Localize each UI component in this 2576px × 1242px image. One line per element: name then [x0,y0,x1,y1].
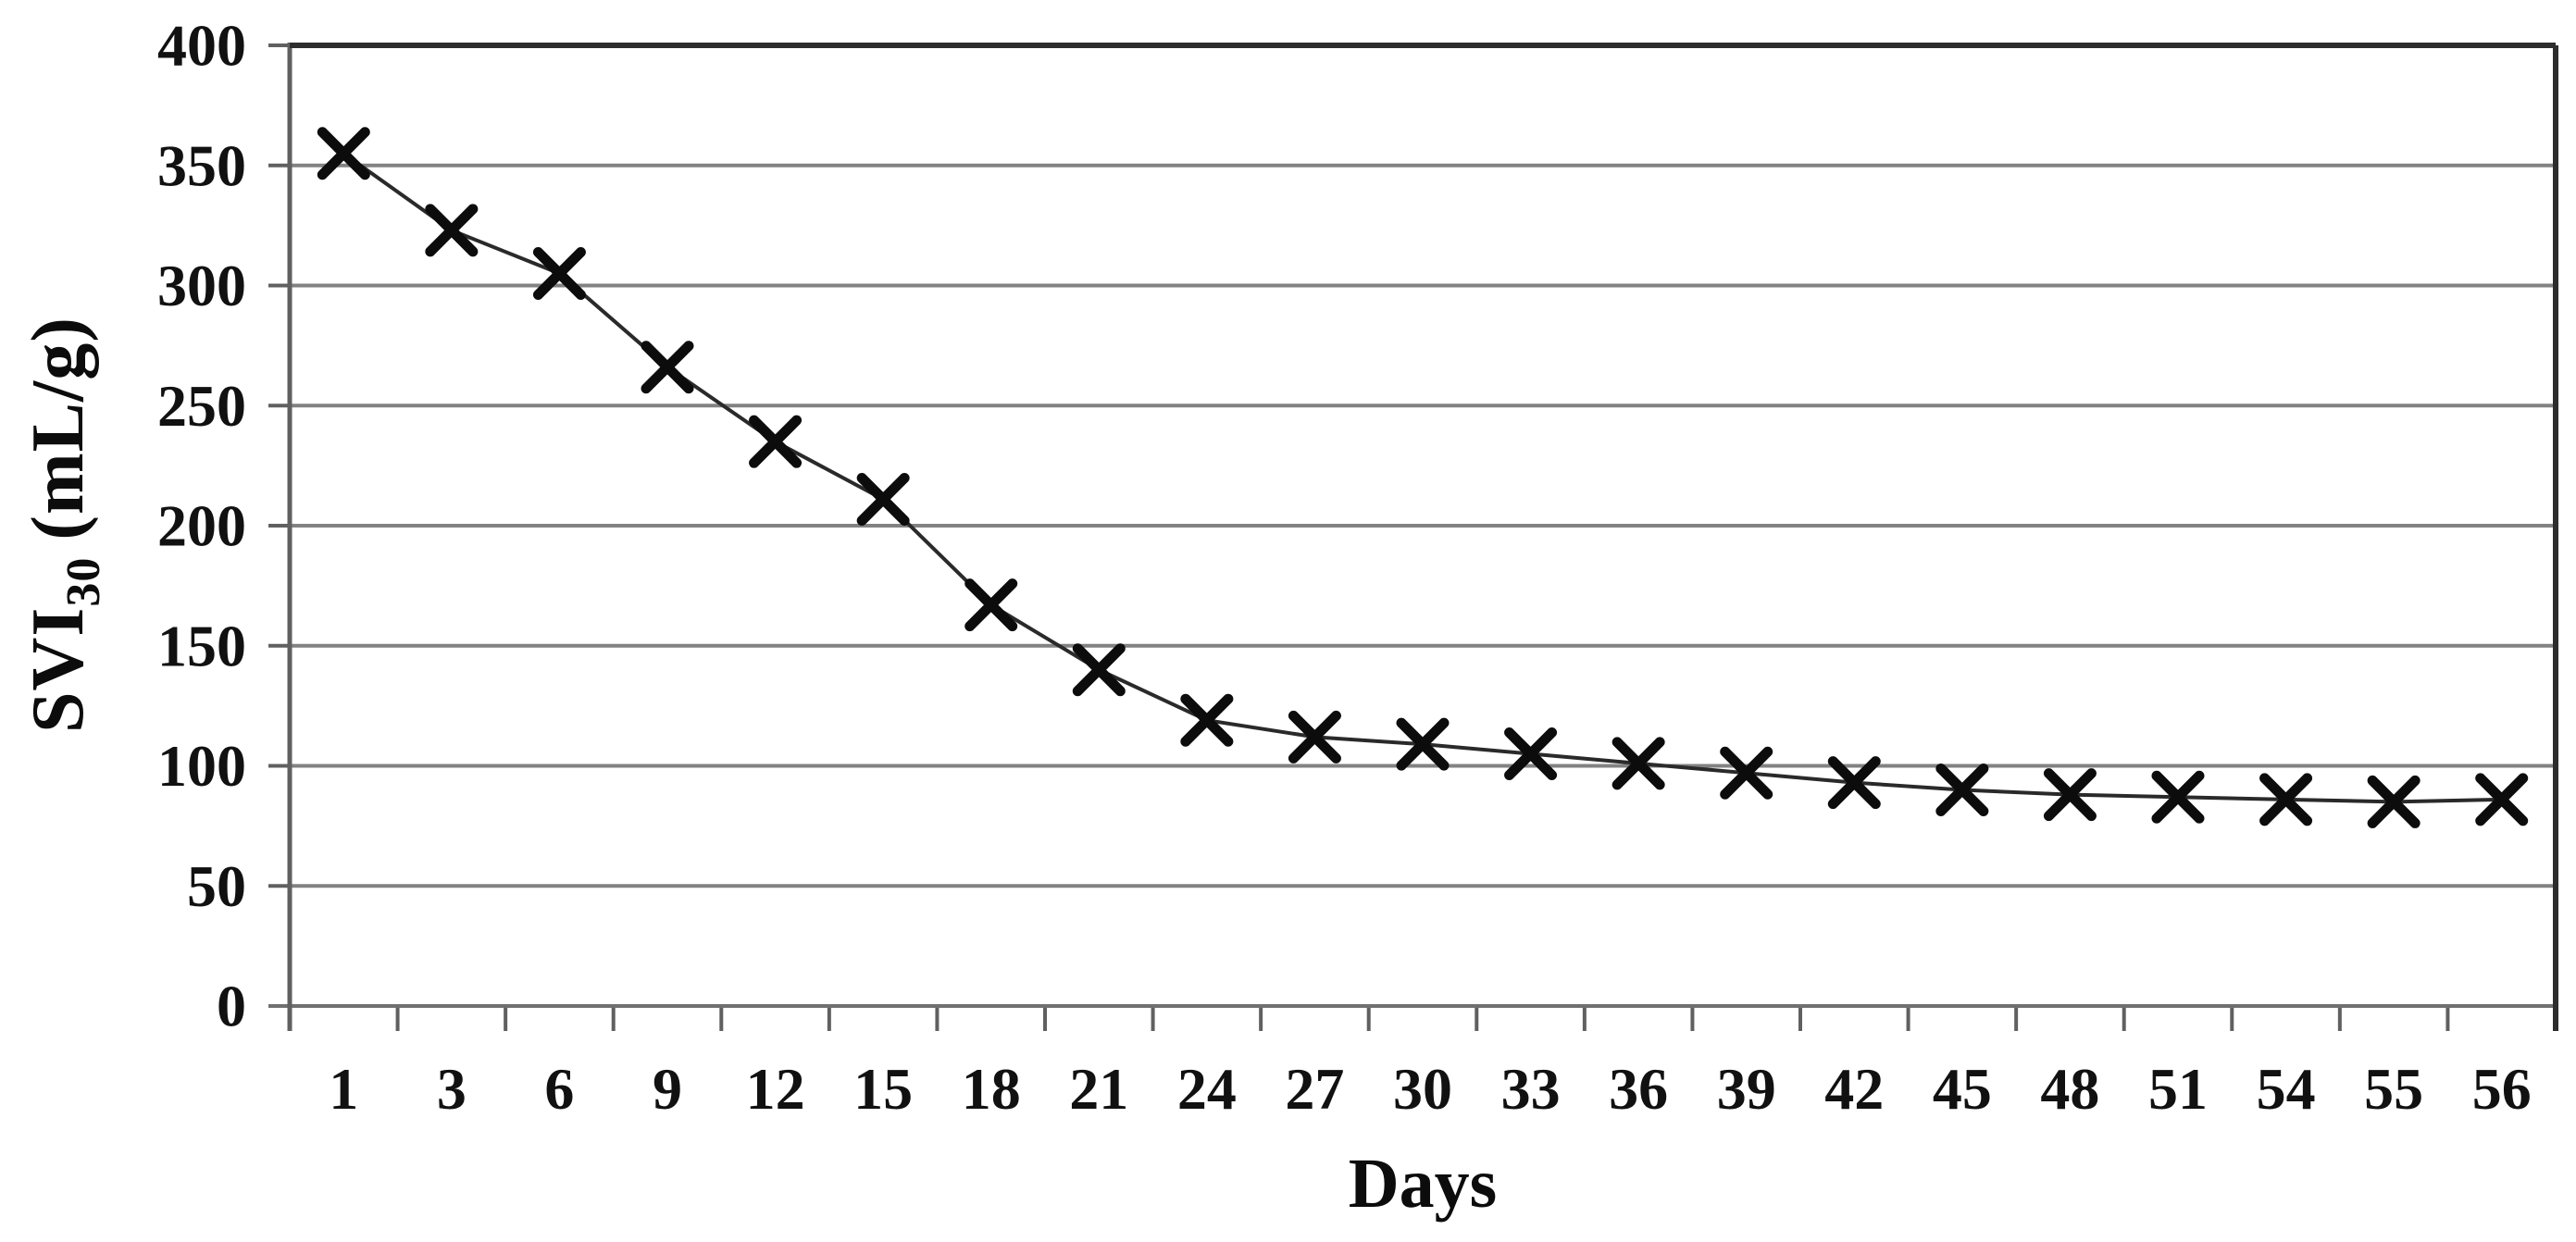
x-tick-label-51: 51 [2148,1056,2208,1122]
marker-x-day-30 [1396,717,1450,771]
marker-x-day-48 [2043,768,2097,822]
y-tick-label-200: 200 [157,493,246,559]
x-tick-label-30: 30 [1393,1056,1452,1122]
y-axis-title-main: SVI [18,606,99,733]
marker-x-day-33 [1504,727,1558,781]
x-tick-label-6: 6 [544,1056,574,1122]
y-tick-label-400: 400 [157,13,246,79]
x-tick-label-12: 12 [746,1056,805,1122]
marker-x-day-39 [1720,746,1773,800]
y-tick-label-100: 100 [157,733,246,799]
x-tick-label-18: 18 [962,1056,1021,1122]
marker-x-day-55 [2367,775,2420,828]
marker-x-day-15 [856,472,910,526]
y-tick-label-300: 300 [157,253,246,318]
x-tick-label-55: 55 [2364,1056,2423,1122]
y-tick-label-150: 150 [157,613,246,678]
marker-x-day-54 [2259,773,2313,826]
y-tick-label-250: 250 [157,373,246,439]
marker-x-day-12 [749,415,803,468]
x-tick-label-36: 36 [1609,1056,1668,1122]
x-tick-label-15: 15 [853,1056,913,1122]
x-tick-label-3: 3 [437,1056,467,1122]
y-tick-label-350: 350 [157,132,246,198]
x-tick-label-21: 21 [1069,1056,1128,1122]
marker-x-day-6 [532,247,586,301]
x-axis-title: Days [1348,1145,1498,1223]
x-tick-label-1: 1 [329,1056,358,1122]
y-axis-title: SVI30 (mL/g) [17,317,111,733]
marker-x-day-42 [1827,756,1881,810]
x-tick-label-54: 54 [2257,1056,2316,1122]
marker-x-day-27 [1288,710,1341,764]
y-tick-label-0: 0 [217,974,246,1039]
marker-x-day-21 [1072,643,1126,697]
x-tick-label-39: 39 [1717,1056,1776,1122]
marker-x-day-56 [2475,773,2529,826]
y-axis-title-unit: (mL/g) [18,317,99,540]
x-tick-label-48: 48 [2040,1056,2099,1122]
x-tick-label-27: 27 [1285,1056,1344,1122]
marker-x-day-45 [1935,763,1989,816]
marker-x-day-1 [317,127,370,180]
x-tick-label-33: 33 [1501,1056,1561,1122]
x-tick-label-24: 24 [1177,1056,1237,1122]
y-axis-title-subscript: 30 [57,556,110,607]
marker-x-day-9 [641,341,694,394]
x-tick-label-56: 56 [2472,1056,2532,1122]
marker-x-day-51 [2151,770,2205,824]
marker-x-day-3 [425,204,479,257]
marker-x-day-24 [1180,693,1234,747]
marker-x-day-18 [964,578,1018,632]
x-tick-label-9: 9 [653,1056,682,1122]
y-tick-label-50: 50 [187,853,246,919]
x-tick-label-42: 42 [1824,1056,1884,1122]
x-tick-label-45: 45 [1933,1056,1992,1122]
series-line-svi30 [342,152,2502,804]
marker-x-day-36 [1612,737,1665,790]
